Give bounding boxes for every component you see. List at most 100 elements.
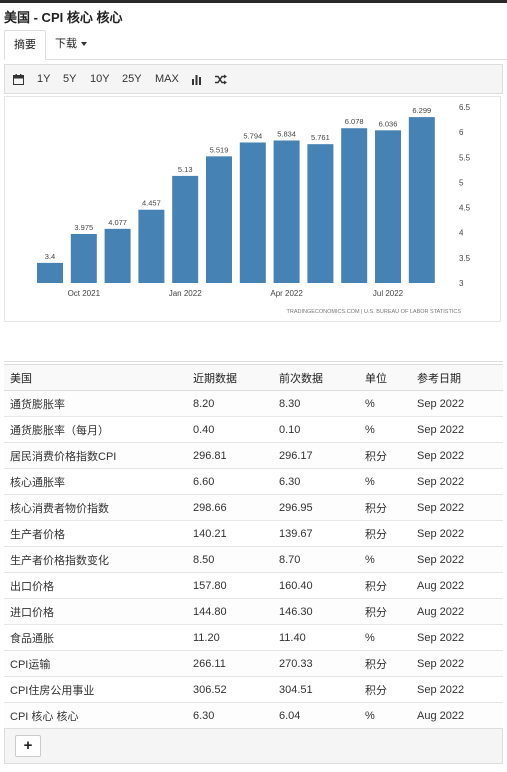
cpi-bar-chart: 6.5 6 5.5 5 4.5 4 3.5 3 3.4 3.975 4.077 4.457 5.13 5.… — [37, 103, 471, 315]
cell-latest: 0.40 — [187, 416, 273, 443]
cell-reference-date: Sep 2022 — [411, 390, 503, 417]
tab-download[interactable]: 下载 — [46, 30, 96, 58]
table-row[interactable]: 食品通胀 11.20 11.40% Sep 2022 — [4, 624, 503, 651]
cell-reference-date: Aug 2022 — [411, 702, 503, 729]
y-tick-label: 3.5 — [459, 254, 471, 263]
table-row[interactable]: 出口价格 157.80 160.40 积分 Aug 2022 — [4, 572, 503, 599]
chart-bar — [104, 228, 131, 283]
bar-value-label: 5.519 — [210, 145, 229, 154]
y-tick-label: 4 — [459, 229, 464, 238]
section-divider — [4, 361, 503, 362]
cell-latest: 6.60 — [187, 468, 273, 495]
cell-indicator[interactable]: 居民消费价格指数CPI — [4, 442, 187, 469]
table-row[interactable]: 进口价格 144.80 146.30 积分 Aug 2022 — [4, 598, 503, 625]
cell-reference-date: Sep 2022 — [411, 468, 503, 495]
cell-unit: 积分 — [359, 494, 411, 521]
chart-bar — [37, 262, 63, 283]
table-row[interactable]: 生产者价格 140.21 139.67 积分 Sep 2022 — [4, 520, 503, 547]
table-row[interactable]: 生产者价格指数变化 8.50 8.70% Sep 2022 — [4, 546, 503, 573]
tab-bar: 摘要 下载 — [4, 30, 507, 60]
tab-summary[interactable]: 摘要 — [4, 30, 46, 60]
shuffle-icon[interactable] — [215, 65, 227, 93]
bar-value-label: 5.13 — [178, 165, 193, 174]
cell-indicator[interactable]: 核心通胀率 — [4, 468, 187, 495]
y-tick-label: 6 — [459, 128, 464, 137]
cell-latest: 8.50 — [187, 546, 273, 573]
range-5y-button[interactable]: 5Y — [63, 73, 77, 85]
chart-bar — [273, 140, 300, 283]
range-25y-button[interactable]: 25Y — [122, 73, 142, 85]
cell-indicator[interactable]: 通货膨胀率（每月） — [4, 416, 187, 443]
cell-previous: 139.67 — [273, 520, 359, 547]
table-header-row: 美国 近期数据 前次数据 单位 参考日期 — [4, 364, 503, 391]
y-tick-label: 3 — [459, 279, 464, 288]
add-indicator-bar: + — [4, 728, 503, 764]
cell-indicator[interactable]: 生产者价格 — [4, 520, 187, 547]
chart-bar — [239, 142, 266, 283]
cell-latest: 298.66 — [187, 494, 273, 521]
cell-latest: 144.80 — [187, 598, 273, 625]
cell-unit: 积分 — [359, 442, 411, 469]
table-row[interactable]: 通货膨胀率 8.20 8.30% Sep 2022 — [4, 390, 503, 417]
bar-value-label: 3.4 — [45, 252, 55, 261]
cell-indicator[interactable]: 出口价格 — [4, 572, 187, 599]
table-row[interactable]: 核心消费者物价指数 298.66 296.95 积分 Sep 2022 — [4, 494, 503, 521]
header-country: 美国 — [4, 364, 187, 391]
bar-value-label: 3.975 — [74, 223, 93, 232]
cell-unit: % — [359, 702, 411, 729]
cell-previous: 6.30 — [273, 468, 359, 495]
tab-download-label: 下载 — [55, 38, 77, 50]
cell-previous: 6.04 — [273, 702, 359, 729]
chart-bar — [341, 128, 368, 283]
chart-toolbar: 1Y 5Y 10Y 25Y MAX — [4, 64, 503, 94]
chart-source-text: TRADINGECONOMICS.COM | U.S. BUREAU OF LA… — [287, 309, 462, 315]
chart-bar — [307, 144, 334, 283]
cell-indicator[interactable]: 通货膨胀率 — [4, 390, 187, 417]
y-tick-label: 5.5 — [459, 153, 471, 162]
range-1y-button[interactable]: 1Y — [37, 73, 51, 85]
cell-latest: 296.81 — [187, 442, 273, 469]
table-row[interactable]: 通货膨胀率（每月） 0.40 0.10% Sep 2022 — [4, 416, 503, 443]
table-row[interactable]: 核心通胀率 6.60 6.30% Sep 2022 — [4, 468, 503, 495]
bar-chart-icon[interactable] — [191, 65, 202, 93]
bar-value-label: 5.761 — [311, 133, 330, 142]
cell-reference-date: Sep 2022 — [411, 416, 503, 443]
cell-unit: % — [359, 416, 411, 443]
cell-reference-date: Sep 2022 — [411, 624, 503, 651]
table-row[interactable]: CPI住房公用事业 306.52 304.51 积分 Sep 2022 — [4, 676, 503, 703]
table-row[interactable]: 居民消费价格指数CPI 296.81 296.17 积分 Sep 2022 — [4, 442, 503, 469]
caret-down-icon — [81, 42, 87, 47]
bar-value-label: 6.299 — [412, 106, 431, 115]
cell-indicator[interactable]: CPI住房公用事业 — [4, 676, 187, 703]
table-row[interactable]: CPI 核心 核心 6.30 6.04% Aug 2022 — [4, 702, 503, 729]
y-tick-label: 5 — [459, 178, 464, 187]
chart-bar — [206, 156, 232, 283]
cell-indicator[interactable]: 食品通胀 — [4, 624, 187, 651]
bar-value-label: 6.078 — [345, 117, 364, 126]
table-row[interactable]: CPI运输 266.11 270.33 积分 Sep 2022 — [4, 650, 503, 677]
cell-reference-date: Sep 2022 — [411, 442, 503, 469]
range-max-button[interactable]: MAX — [155, 73, 179, 85]
header-reference-date: 参考日期 — [411, 364, 503, 391]
cell-unit: % — [359, 624, 411, 651]
cell-unit: 积分 — [359, 520, 411, 547]
chart-bar — [70, 233, 97, 283]
add-button[interactable]: + — [15, 735, 41, 757]
cell-indicator[interactable]: CPI运输 — [4, 650, 187, 677]
cell-indicator[interactable]: 核心消费者物价指数 — [4, 494, 187, 521]
header-unit: 单位 — [359, 364, 411, 391]
cell-unit: 积分 — [359, 572, 411, 599]
cell-indicator[interactable]: 进口价格 — [4, 598, 187, 625]
chart-bar — [138, 209, 165, 283]
page-title: 美国 - CPI 核心 核心 — [4, 10, 123, 25]
range-10y-button[interactable]: 10Y — [90, 73, 110, 85]
bar-value-label: 5.834 — [277, 129, 296, 138]
cell-reference-date: Aug 2022 — [411, 572, 503, 599]
cell-indicator[interactable]: 生产者价格指数变化 — [4, 546, 187, 573]
cell-reference-date: Sep 2022 — [411, 494, 503, 521]
x-tick-label: Jul 2022 — [373, 289, 404, 298]
cell-indicator[interactable]: CPI 核心 核心 — [4, 702, 187, 729]
x-tick-label: Jan 2022 — [169, 289, 202, 298]
cell-unit: % — [359, 390, 411, 417]
calendar-icon[interactable] — [13, 65, 24, 93]
